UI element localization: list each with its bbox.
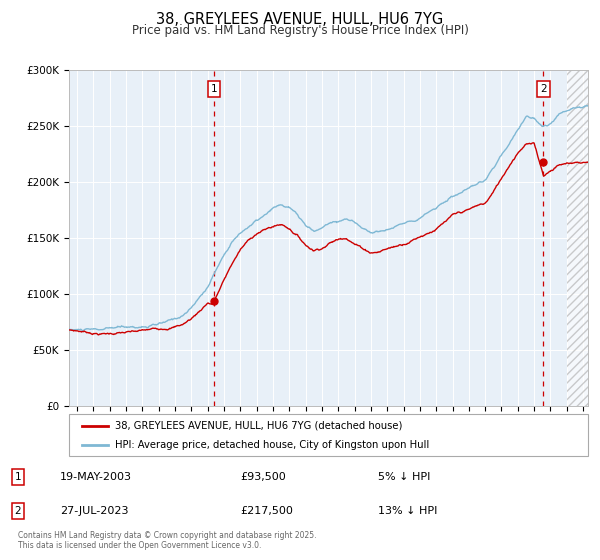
Text: 2: 2 bbox=[540, 84, 547, 94]
Text: 38, GREYLEES AVENUE, HULL, HU6 7YG (detached house): 38, GREYLEES AVENUE, HULL, HU6 7YG (deta… bbox=[115, 421, 402, 431]
Text: 13% ↓ HPI: 13% ↓ HPI bbox=[378, 506, 437, 516]
Text: 5% ↓ HPI: 5% ↓ HPI bbox=[378, 472, 430, 482]
Text: 2: 2 bbox=[14, 506, 22, 516]
Text: £217,500: £217,500 bbox=[240, 506, 293, 516]
FancyBboxPatch shape bbox=[69, 414, 588, 456]
Text: Contains HM Land Registry data © Crown copyright and database right 2025.
This d: Contains HM Land Registry data © Crown c… bbox=[18, 530, 317, 550]
Text: 1: 1 bbox=[14, 472, 22, 482]
Text: 19-MAY-2003: 19-MAY-2003 bbox=[60, 472, 132, 482]
Text: 27-JUL-2023: 27-JUL-2023 bbox=[60, 506, 128, 516]
Text: 1: 1 bbox=[211, 84, 217, 94]
Text: Price paid vs. HM Land Registry's House Price Index (HPI): Price paid vs. HM Land Registry's House … bbox=[131, 24, 469, 36]
Text: £93,500: £93,500 bbox=[240, 472, 286, 482]
Text: HPI: Average price, detached house, City of Kingston upon Hull: HPI: Average price, detached house, City… bbox=[115, 440, 429, 450]
Bar bbox=[567, 70, 588, 406]
Text: 38, GREYLEES AVENUE, HULL, HU6 7YG: 38, GREYLEES AVENUE, HULL, HU6 7YG bbox=[157, 12, 443, 27]
